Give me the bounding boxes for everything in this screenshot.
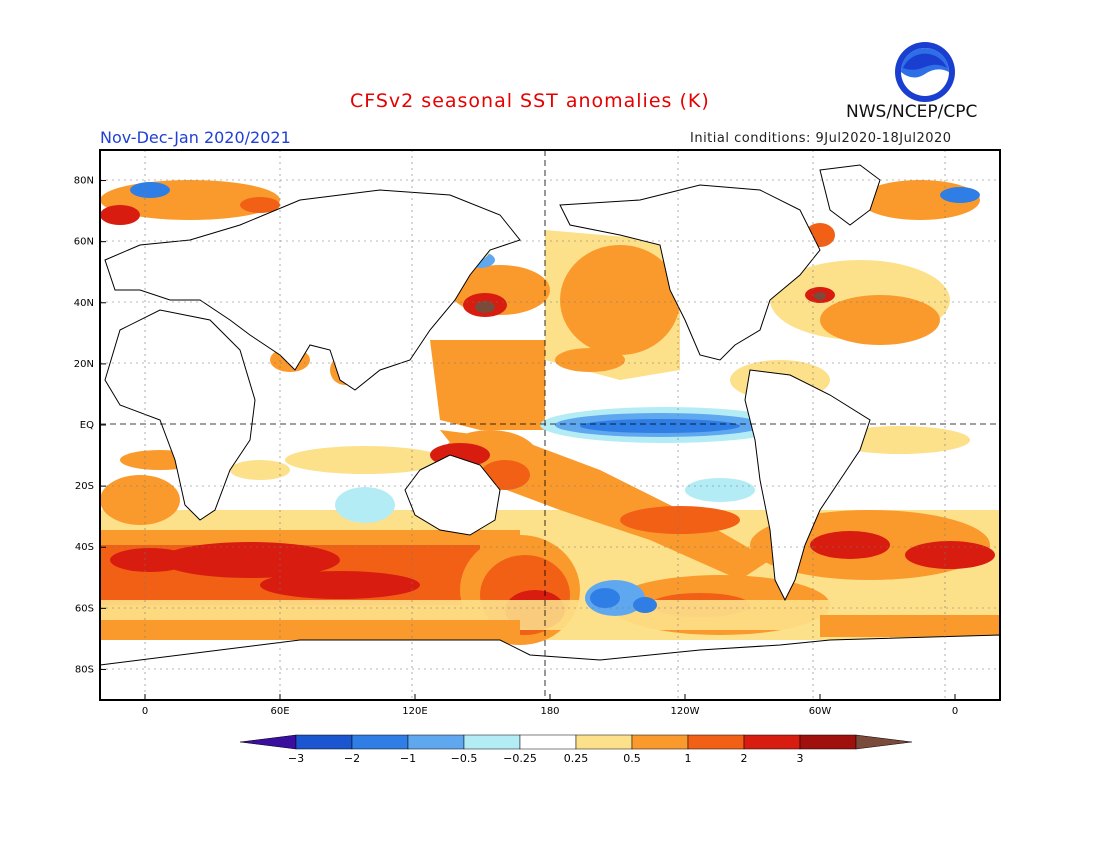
colorbar-segment xyxy=(519,734,577,750)
colorbar-upper-extend xyxy=(855,734,913,750)
reference-lines xyxy=(100,150,1000,700)
lat-tick-label: 60S xyxy=(75,603,94,614)
colorbar-segment xyxy=(351,734,409,750)
agency-label: NWS/NCEP/CPC xyxy=(846,102,978,122)
lat-tick-label: 40S xyxy=(75,542,94,553)
lat-tick-label: 60N xyxy=(74,237,94,248)
lon-tick-label: 180 xyxy=(540,706,559,717)
colorbar-label: −0.25 xyxy=(503,752,537,765)
colorbar-label: 2 xyxy=(741,752,748,765)
coastlines xyxy=(100,164,1000,700)
colorbar-lower-extend xyxy=(239,734,297,750)
map-title: CFSv2 seasonal SST anomalies (K) xyxy=(350,90,710,112)
colorbar-label: −1 xyxy=(400,752,416,765)
noaa-logo-icon xyxy=(895,42,955,102)
colorbar-segment xyxy=(687,734,745,750)
season-label: Nov-Dec-Jan 2020/2021 xyxy=(100,128,291,147)
colorbar-label: 0.5 xyxy=(623,752,641,765)
longitude-labels: 0 60E 120E 180 120W 60W 0 xyxy=(142,694,958,717)
initial-conditions-label: Initial conditions: 9Jul2020-18Jul2020 xyxy=(690,131,952,146)
colorbar-label: 1 xyxy=(685,752,692,765)
lat-tick-label: 40N xyxy=(74,298,94,309)
grid-lines xyxy=(100,150,1000,700)
lat-tick-label: 20N xyxy=(74,359,94,370)
colorbar-segment xyxy=(743,734,801,750)
colorbar: −3 −2 −1 −0.5 −0.25 0.25 0.5 1 2 3 xyxy=(239,734,913,765)
colorbar-segment xyxy=(575,734,633,750)
lat-tick-label: 20S xyxy=(75,481,94,492)
lon-tick-label: 0 xyxy=(952,706,958,717)
colorbar-label: −2 xyxy=(344,752,360,765)
lon-tick-label: 0 xyxy=(142,706,148,717)
lon-tick-label: 120E xyxy=(402,706,427,717)
colorbar-segment xyxy=(799,734,857,750)
anomaly-field xyxy=(100,180,1000,645)
colorbar-segment xyxy=(463,734,521,750)
lat-tick-label: 80N xyxy=(74,176,94,187)
colorbar-segment xyxy=(295,734,353,750)
colorbar-label: −3 xyxy=(288,752,304,765)
latitude-labels: 80N 60N 40N 20N EQ 20S 40S 60S 80S xyxy=(74,176,106,675)
colorbar-label: −0.5 xyxy=(451,752,478,765)
lat-tick-label: 80S xyxy=(75,664,94,675)
colorbar-label: 0.25 xyxy=(564,752,589,765)
lon-tick-label: 60W xyxy=(809,706,832,717)
lat-tick-label: EQ xyxy=(80,420,94,431)
lon-tick-label: 120W xyxy=(671,706,700,717)
colorbar-segment xyxy=(407,734,465,750)
colorbar-segment xyxy=(631,734,689,750)
colorbar-label: 3 xyxy=(797,752,804,765)
lon-tick-label: 60E xyxy=(270,706,289,717)
